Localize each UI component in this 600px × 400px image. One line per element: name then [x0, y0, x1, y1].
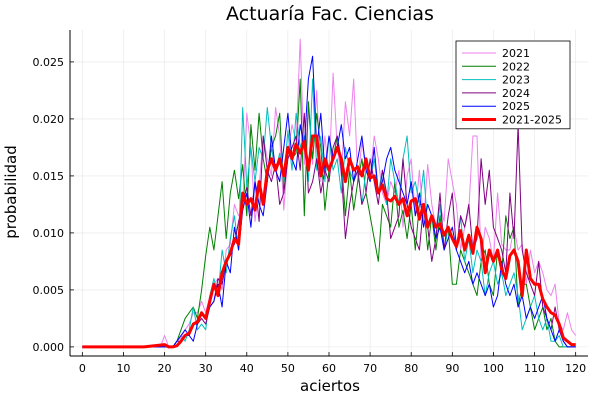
- series-lines: [82, 38, 577, 349]
- x-tick-label: 10: [116, 362, 130, 375]
- x-tick-label: 40: [240, 362, 254, 375]
- x-tick-label: 20: [158, 362, 172, 375]
- legend-label: 2022: [502, 60, 530, 73]
- y-tick-label: 0.025: [33, 56, 65, 69]
- legend-label: 2024: [502, 87, 530, 100]
- y-tick-label: 0.020: [33, 113, 65, 126]
- y-tick-label: 0.005: [33, 284, 65, 297]
- x-tick-label: 30: [199, 362, 213, 375]
- y-tick-label: 0.010: [33, 227, 65, 240]
- y-tick-label: 0.015: [33, 170, 65, 183]
- legend-label: 2021: [502, 47, 530, 60]
- x-tick-label: 60: [322, 362, 336, 375]
- x-tick-label: 70: [363, 362, 377, 375]
- legend-label: 2021-2025: [502, 114, 562, 127]
- x-tick-label: 80: [404, 362, 418, 375]
- series-line-2022: [82, 78, 576, 348]
- x-tick-label: 110: [524, 362, 545, 375]
- chart-title: Actuaría Fac. Ciencias: [226, 3, 434, 25]
- legend-box: [455, 40, 571, 130]
- x-tick-label: 0: [79, 362, 86, 375]
- axes: 0 10 20 30 40 50 60 70 80 90 100 110 120 0.000 0.005 0.…: [33, 30, 588, 375]
- legend-label: 2025: [502, 100, 530, 113]
- x-tick-label: 50: [281, 362, 295, 375]
- x-tick-label: 90: [445, 362, 459, 375]
- y-axis-title: probabilidad: [2, 145, 20, 239]
- x-tick-label: 100: [483, 362, 504, 375]
- series-line-2021-2025: [82, 134, 576, 349]
- y-tick-label: 0.000: [33, 341, 65, 354]
- legend-label: 2023: [502, 74, 530, 87]
- x-tick-label: 120: [565, 362, 586, 375]
- x-axis-title: aciertos: [300, 377, 360, 395]
